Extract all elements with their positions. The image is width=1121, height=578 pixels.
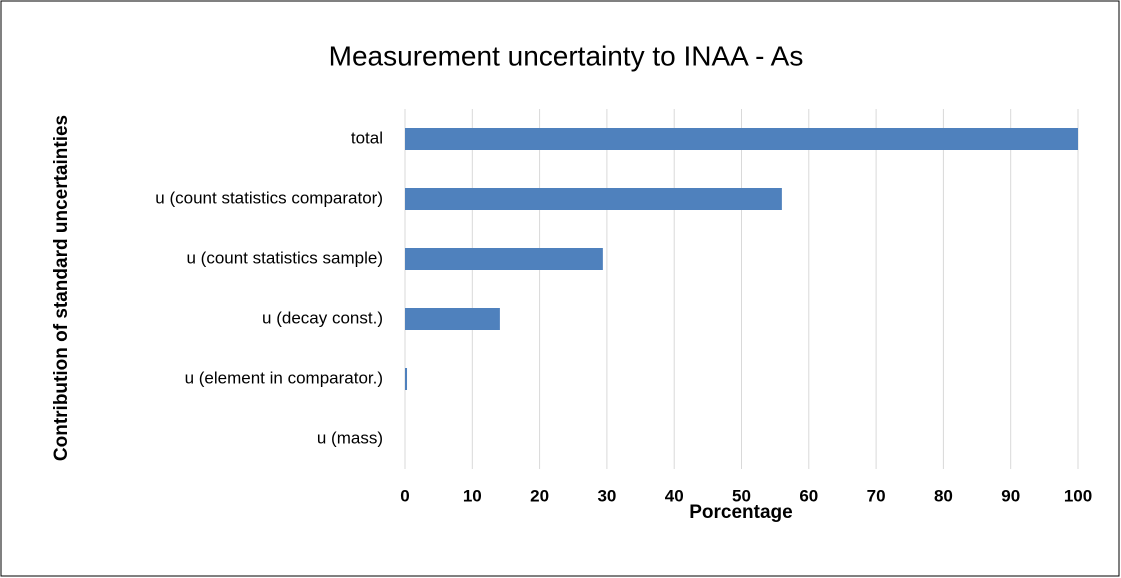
x-axis-title: Porcentage bbox=[689, 502, 792, 523]
x-tick-label: 90 bbox=[1001, 486, 1020, 505]
x-tick-label: 100 bbox=[1064, 486, 1092, 505]
y-tick-label: u (count statistics sample) bbox=[186, 248, 383, 267]
bar bbox=[405, 248, 603, 270]
x-tick-label: 0 bbox=[400, 486, 409, 505]
x-tick-label: 60 bbox=[799, 486, 818, 505]
y-tick-label: u (count statistics comparator) bbox=[155, 188, 383, 207]
x-tick-label: 20 bbox=[530, 486, 549, 505]
x-tick-label: 70 bbox=[867, 486, 886, 505]
y-tick-label: u (decay const.) bbox=[262, 308, 383, 327]
bar bbox=[405, 308, 500, 330]
x-tick-label: 40 bbox=[665, 486, 684, 505]
x-tick-label: 80 bbox=[934, 486, 953, 505]
x-tick-label: 50 bbox=[732, 486, 751, 505]
bar bbox=[405, 368, 408, 390]
x-tick-label: 10 bbox=[463, 486, 482, 505]
bar bbox=[405, 188, 782, 210]
x-tick-label: 30 bbox=[597, 486, 616, 505]
y-tick-label: u (mass) bbox=[317, 428, 383, 447]
y-axis-title: Contribution of standard uncertainties bbox=[51, 115, 72, 461]
y-tick-label: total bbox=[351, 128, 383, 147]
chart-title: Measurement uncertainty to INAA - As bbox=[329, 40, 804, 71]
y-tick-label: u (element in comparator.) bbox=[185, 368, 383, 387]
bar bbox=[405, 128, 1078, 150]
